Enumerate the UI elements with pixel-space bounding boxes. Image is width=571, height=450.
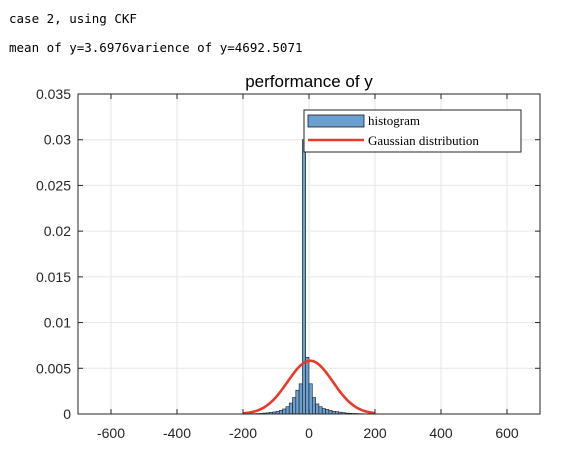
console-line-case: case 2, using CKF [9, 11, 137, 26]
histogram-bar [305, 357, 310, 415]
histogram-bar [278, 410, 283, 415]
y-tick-label: 0.01 [44, 315, 71, 331]
x-tick-label: 200 [363, 425, 387, 441]
histogram-bar [328, 410, 333, 415]
histogram-bar [288, 402, 293, 415]
x-tick-label: -600 [97, 425, 125, 441]
tick-labels: -600 -400 -200 0 200 400 600 0 0.005 0.01 0.015 0.0… [36, 86, 519, 441]
x-tick-label: 600 [495, 425, 519, 441]
histogram-bar [292, 397, 297, 415]
legend-swatch-histogram [307, 114, 365, 128]
x-tick-label: -200 [229, 425, 257, 441]
histogram-bar [298, 383, 303, 415]
histogram-bar [282, 408, 287, 415]
y-tick-label: 0.005 [36, 360, 71, 376]
y-tick-label: 0.02 [44, 223, 71, 239]
y-tick-label: 0.015 [36, 269, 71, 285]
y-tick-label: 0.03 [44, 132, 71, 148]
y-tick-label: 0.035 [36, 86, 71, 102]
x-tick-label: 400 [429, 425, 453, 441]
histogram-bar [295, 389, 300, 415]
histogram-bar [285, 406, 290, 415]
chart-title: performance of y [245, 72, 373, 91]
histogram-bar [325, 409, 330, 415]
histogram-bar [311, 397, 316, 415]
legend-label-gaussian: Gaussian distribution [368, 133, 479, 148]
gaussian-curve-layer [242, 359, 376, 415]
legend-label-histogram: histogram [368, 113, 420, 128]
axes-frame [77, 93, 541, 415]
histogram-bar [315, 403, 320, 415]
legend: histogram Gaussian distribution [303, 109, 522, 153]
histogram-bar [321, 408, 326, 415]
histogram-bar [302, 139, 306, 415]
console-line-stats: mean of y=3.6976varience of y=4692.5071 [9, 40, 303, 55]
x-tick-label: -400 [163, 425, 191, 441]
x-tick-label: 0 [305, 425, 313, 441]
y-tick-label: 0 [63, 406, 71, 422]
y-tick-label: 0.025 [36, 177, 71, 193]
gaussian-curve [242, 359, 376, 415]
histogram-bar [318, 406, 323, 415]
